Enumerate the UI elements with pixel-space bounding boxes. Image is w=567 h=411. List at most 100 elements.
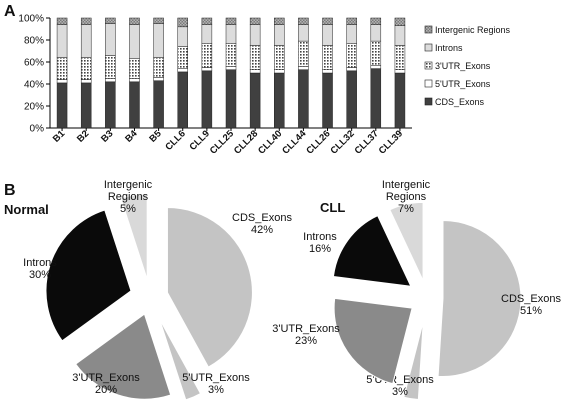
legend-swatch [424, 79, 433, 88]
bar-segment-cds-exons [298, 69, 309, 129]
bar-segment-intergenic-regions [274, 17, 285, 25]
x-tick-label: B2 [75, 128, 91, 144]
bar-segment-3-utr-exons [153, 57, 164, 78]
bar-segment-introns [298, 24, 309, 42]
panel-label-b: B [4, 182, 16, 199]
x-tick-label: B5 [147, 128, 164, 145]
bar-segment-5-utr-exons [394, 69, 406, 74]
bar-segment-5-utr-exons [105, 78, 116, 83]
pie-slice-label: Regions [108, 191, 149, 203]
bar-segment-introns [370, 24, 382, 42]
bar-segment-5-utr-exons [274, 69, 285, 74]
x-tick-label: CLL32 [328, 128, 356, 156]
bar-segment-intergenic-regions [153, 17, 164, 24]
pie-slice-label: Introns [303, 231, 337, 243]
bar-segment-5-utr-exons [201, 67, 213, 72]
bar-segment-3-utr-exons [129, 58, 140, 79]
bar-segment-intergenic-regions [225, 17, 237, 25]
pie-slice-label: 3'UTR_Exons [72, 372, 140, 384]
bar-segment-intergenic-regions [177, 17, 188, 28]
bar-segment-3-utr-exons [80, 57, 92, 80]
x-tick-label: CLL40 [256, 128, 284, 156]
bar-segment-cds-exons [105, 81, 116, 129]
legend-swatch [424, 43, 433, 52]
bar-segment-introns [129, 24, 140, 59]
pie-percent-label: 30% [29, 269, 51, 281]
pie-slice-label: CDS_Exons [232, 212, 292, 224]
bar-segment-5-utr-exons [249, 69, 261, 74]
bar-segment-intergenic-regions [201, 17, 213, 25]
x-tick-label: CLL44 [280, 128, 309, 157]
pie-slice-intergenic-regions [120, 193, 148, 280]
x-tick-label: CLL37 [353, 128, 381, 156]
legend-label: CDS_Exons [435, 97, 485, 107]
y-tick-label: 80% [24, 36, 44, 47]
pie-slice-intergenic-regions [389, 201, 424, 281]
pie-slice-cds-exons [437, 220, 522, 377]
bar-segment-cds-exons [225, 69, 237, 129]
bar-segment-3-utr-exons [370, 40, 382, 66]
bar-segment-cds-exons [80, 82, 92, 129]
bar-segment-5-utr-exons [298, 66, 309, 70]
bar-segment-5-utr-exons [322, 69, 333, 74]
pie-slice-cds-exons [166, 207, 253, 368]
bar-segment-cds-exons [249, 72, 261, 129]
pie-slice-label: Intergenic [382, 179, 431, 191]
bar-segment-introns [105, 23, 116, 56]
pie-slice-label: 3'UTR_Exons [272, 323, 340, 335]
stacked-bar-chart: 0%20%40%60%80%100%B1 B2 B3 B4 B5 CLL6 CLL9CLL2… [18, 14, 510, 157]
x-tick-label: B1 [51, 128, 68, 145]
bar-segment-cds-exons [274, 72, 285, 129]
bar-segment-introns [56, 24, 68, 58]
pie-percent-label: 42% [251, 224, 273, 236]
pie-slice-3-utr-exons [74, 313, 172, 400]
bar-segment-introns [177, 26, 188, 47]
pie-percent-label: 51% [520, 305, 542, 317]
bar-segment-intergenic-regions [249, 17, 261, 25]
bar-segment-cds-exons [177, 71, 188, 129]
bar-segment-cds-exons [322, 72, 333, 129]
bar-segment-cds-exons [201, 70, 213, 129]
pie-percent-label: 7% [398, 203, 414, 215]
legend-swatch [424, 97, 433, 106]
x-tick-label: CLL26 [304, 128, 332, 156]
pie-slice-introns [332, 215, 412, 287]
bar-segment-5-utr-exons [153, 77, 164, 81]
y-tick-label: 40% [24, 80, 44, 91]
pie-percent-label: 16% [309, 243, 331, 255]
bar-segment-introns [80, 24, 92, 58]
pie-slice-label: CDS_Exons [501, 293, 561, 305]
bar-segment-3-utr-exons [201, 43, 213, 68]
bar-segment-cds-exons [129, 81, 140, 129]
pie-slice-5-utr-exons [403, 321, 424, 401]
bar-segment-cds-exons [370, 68, 382, 129]
bar-segment-intergenic-regions [370, 17, 382, 25]
bar-segment-introns [322, 24, 333, 46]
bar-segment-5-utr-exons [370, 65, 382, 69]
bar-segment-introns [153, 23, 164, 58]
pie-slice-3-utr-exons [333, 297, 413, 385]
bar-segment-introns [249, 24, 261, 46]
bar-segment-cds-exons [56, 82, 68, 129]
x-tick-label: CLL6 [163, 128, 188, 153]
pie-title: CLL [320, 200, 345, 215]
bar-segment-introns [394, 25, 406, 46]
bar-segment-intergenic-regions [105, 17, 116, 24]
pie-percent-label: 3% [392, 386, 408, 398]
bar-segment-3-utr-exons [177, 46, 188, 69]
bar-segment-3-utr-exons [322, 45, 333, 70]
pie-slice-5-utr-exons [159, 318, 202, 401]
bar-segment-3-utr-exons [394, 45, 406, 70]
x-tick-label: B4 [123, 128, 140, 145]
bar-segment-3-utr-exons [274, 45, 285, 70]
bar-segment-intergenic-regions [80, 17, 92, 25]
bar-segment-3-utr-exons [346, 43, 357, 68]
bar-segment-cds-exons [153, 80, 164, 129]
bar-segment-5-utr-exons [129, 78, 140, 83]
bar-segment-introns [274, 24, 285, 46]
bar-segment-intergenic-regions [346, 17, 357, 25]
legend-label: Introns [435, 43, 463, 53]
pie-slice-introns [45, 209, 132, 342]
bar-segment-3-utr-exons [105, 55, 116, 79]
pie-percent-label: 3% [208, 384, 224, 396]
